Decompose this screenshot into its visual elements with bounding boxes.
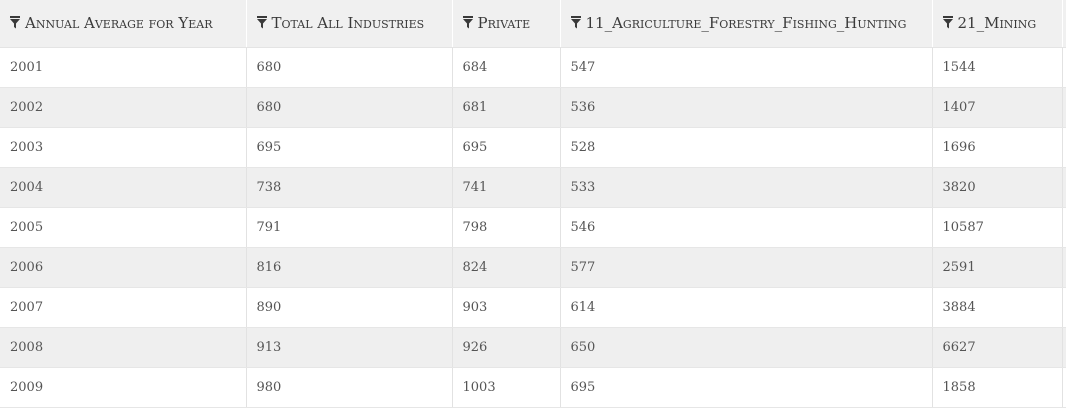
column-header-label: 21_Mining [957, 14, 1037, 33]
cell-overflow [1062, 247, 1066, 288]
cell-year: 2002 [0, 87, 247, 128]
table-header-row: Annual Average for Year Total All Indust… [0, 0, 1066, 48]
cell-agriculture: 528 [560, 127, 933, 168]
column-header-overflow [1062, 0, 1066, 48]
cell-total-all-industries: 816 [246, 247, 453, 288]
cell-overflow [1062, 127, 1066, 168]
column-header-total-all-industries[interactable]: Total All Industries [246, 0, 453, 48]
column-header-label: Total All Industries [271, 14, 425, 33]
cell-total-all-industries: 695 [246, 127, 453, 168]
cell-mining: 10587 [932, 207, 1063, 248]
cell-mining: 2591 [932, 247, 1063, 288]
cell-year: 2004 [0, 167, 247, 208]
cell-total-all-industries: 913 [246, 327, 453, 368]
cell-year: 2008 [0, 327, 247, 368]
table-row[interactable]: 2005 791 798 546 10587 [0, 207, 1066, 248]
table-row[interactable]: 2003 695 695 528 1696 [0, 127, 1066, 168]
cell-private: 798 [452, 207, 561, 248]
cell-private: 926 [452, 327, 561, 368]
cell-agriculture: 536 [560, 87, 933, 128]
column-header-label: Annual Average for Year [25, 14, 213, 33]
column-header-label: 11_Agriculture_Forestry_Fishing_Hunting [585, 14, 907, 33]
cell-mining: 6627 [932, 327, 1063, 368]
filter-icon[interactable] [570, 16, 581, 29]
cell-private: 695 [452, 127, 561, 168]
cell-agriculture: 577 [560, 247, 933, 288]
table-row[interactable]: 2004 738 741 533 3820 [0, 167, 1066, 208]
cell-overflow [1062, 87, 1066, 128]
column-header-agriculture[interactable]: 11_Agriculture_Forestry_Fishing_Hunting [560, 0, 933, 48]
cell-private: 903 [452, 287, 561, 328]
column-header-mining[interactable]: 21_Mining [932, 0, 1063, 48]
cell-agriculture: 546 [560, 207, 933, 248]
cell-overflow [1062, 287, 1066, 328]
cell-total-all-industries: 791 [246, 207, 453, 248]
table-row[interactable]: 2008 913 926 650 6627 [0, 327, 1066, 368]
cell-year: 2003 [0, 127, 247, 168]
cell-agriculture: 533 [560, 167, 933, 208]
column-header-year[interactable]: Annual Average for Year [0, 0, 247, 48]
column-header-private[interactable]: Private [452, 0, 561, 48]
table-row[interactable]: 2002 680 681 536 1407 [0, 87, 1066, 128]
cell-mining: 3884 [932, 287, 1063, 328]
cell-agriculture: 547 [560, 47, 933, 88]
cell-mining: 1407 [932, 87, 1063, 128]
cell-year: 2001 [0, 47, 247, 88]
cell-total-all-industries: 680 [246, 47, 453, 88]
cell-overflow [1062, 367, 1066, 408]
filter-icon[interactable] [256, 16, 267, 29]
cell-agriculture: 695 [560, 367, 933, 408]
cell-private: 824 [452, 247, 561, 288]
filter-icon[interactable] [942, 16, 953, 29]
cell-private: 741 [452, 167, 561, 208]
table-row[interactable]: 2006 816 824 577 2591 [0, 247, 1066, 288]
cell-total-all-industries: 980 [246, 367, 453, 408]
cell-mining: 1544 [932, 47, 1063, 88]
cell-agriculture: 614 [560, 287, 933, 328]
table-row[interactable]: 2007 890 903 614 3884 [0, 287, 1066, 328]
cell-total-all-industries: 680 [246, 87, 453, 128]
cell-overflow [1062, 207, 1066, 248]
cell-private: 684 [452, 47, 561, 88]
table-row[interactable]: 2009 980 1003 695 1858 [0, 367, 1066, 408]
cell-overflow [1062, 327, 1066, 368]
cell-private: 1003 [452, 367, 561, 408]
cell-overflow [1062, 167, 1066, 208]
cell-total-all-industries: 738 [246, 167, 453, 208]
cell-agriculture: 650 [560, 327, 933, 368]
cell-mining: 3820 [932, 167, 1063, 208]
cell-overflow [1062, 47, 1066, 88]
column-header-label: Private [477, 14, 531, 33]
cell-private: 681 [452, 87, 561, 128]
cell-year: 2007 [0, 287, 247, 328]
cell-year: 2005 [0, 207, 247, 248]
cell-year: 2009 [0, 367, 247, 408]
cell-mining: 1858 [932, 367, 1063, 408]
cell-year: 2006 [0, 247, 247, 288]
cell-total-all-industries: 890 [246, 287, 453, 328]
table-row[interactable]: 2001 680 684 547 1544 [0, 47, 1066, 88]
cell-mining: 1696 [932, 127, 1063, 168]
filter-icon[interactable] [10, 16, 20, 29]
filter-icon[interactable] [462, 16, 473, 29]
